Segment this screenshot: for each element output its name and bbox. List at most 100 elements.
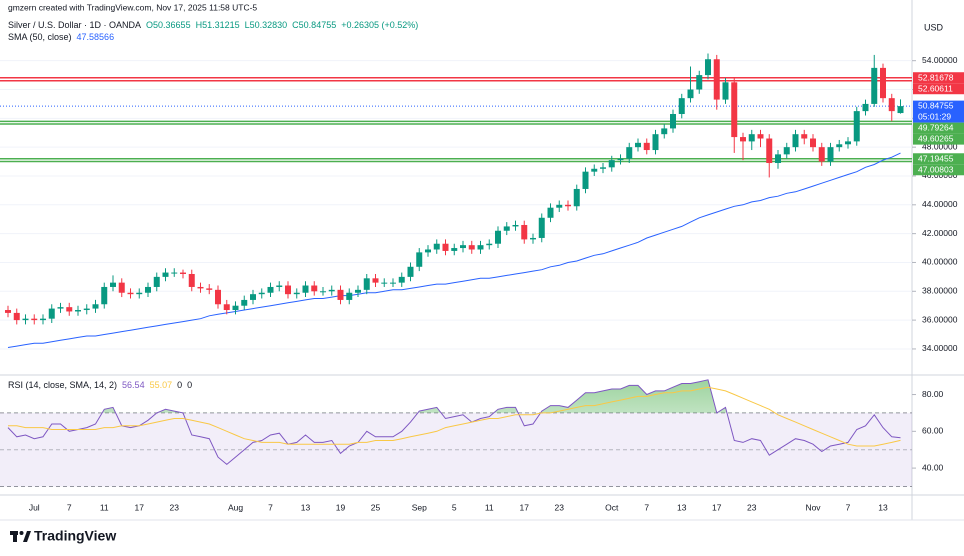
candle-body <box>293 292 300 295</box>
candle-body <box>836 144 843 148</box>
y-tick-label: 44.00000 <box>922 199 958 209</box>
candle-body <box>888 98 895 112</box>
candle-body <box>57 307 64 309</box>
candle-body <box>416 252 423 267</box>
candle-body <box>792 134 799 148</box>
candle-body <box>687 89 694 99</box>
candle-body <box>801 134 808 139</box>
x-tick-label: 7 <box>67 502 72 512</box>
candle-body <box>127 292 134 295</box>
candle-body <box>180 272 186 274</box>
candle-body <box>92 304 99 309</box>
rsi-y-tick-label: 40.00 <box>922 462 944 472</box>
candle-body <box>626 147 633 159</box>
candle-body <box>197 286 204 289</box>
rsi-y-tick-label: 60.00 <box>922 426 944 436</box>
plot-area <box>0 53 912 348</box>
candle-body <box>748 134 755 142</box>
candle-body <box>547 207 554 218</box>
candle-body <box>311 285 318 292</box>
candle-body <box>372 278 379 283</box>
x-tick-label: Oct <box>605 502 619 512</box>
x-tick-label: Jul <box>29 502 40 512</box>
candle-body <box>171 272 178 274</box>
candle-body <box>407 266 414 277</box>
x-tick-label: 13 <box>878 502 888 512</box>
y-tick-label: 34.00000 <box>922 343 958 353</box>
candle-body <box>775 154 781 164</box>
candle-body <box>652 134 659 151</box>
y-tick-label: 36.00000 <box>922 314 958 324</box>
rsi-name: RSI (14, close, SMA, 14, 2) <box>8 380 117 390</box>
candle-body <box>442 243 449 251</box>
candle-body <box>573 188 580 207</box>
price-tag-label: 50.84755 <box>918 101 954 111</box>
x-tick-label: 23 <box>555 502 565 512</box>
candle-body <box>48 308 55 319</box>
sma-line <box>7 152 901 348</box>
x-tick-label: 13 <box>677 502 687 512</box>
x-tick-label: Aug <box>228 502 243 512</box>
x-tick-label: Nov <box>805 502 821 512</box>
rsi-y-tick-label: 80.00 <box>922 389 944 399</box>
footer-brand: TradingView <box>34 528 116 544</box>
candle-body <box>83 308 90 311</box>
candle-body <box>320 291 326 293</box>
symbol: Silver / U.S. Dollar · 1D · OANDA <box>8 20 141 30</box>
candle-body <box>398 276 405 283</box>
candle-body <box>853 111 860 142</box>
rsi-value: 56.54 <box>122 380 145 390</box>
x-tick-label: 11 <box>485 502 494 512</box>
candle-body <box>818 147 825 162</box>
candle-body <box>766 138 773 164</box>
candle-body <box>880 67 886 99</box>
tradingview-logo <box>10 531 31 542</box>
legend: Silver / U.S. Dollar · 1D · OANDA O50.366… <box>8 20 418 30</box>
candle-body <box>862 103 869 112</box>
candle-body <box>433 243 440 250</box>
candle-body <box>705 59 711 76</box>
candle-body <box>328 289 335 292</box>
candle-body <box>355 289 361 293</box>
ohlc-value: L50.32830 <box>245 20 288 30</box>
candle-body <box>425 249 431 253</box>
candle-body <box>276 285 283 287</box>
x-tick-label: 7 <box>644 502 649 512</box>
candle-body <box>582 171 589 189</box>
candle-body <box>75 310 81 312</box>
candle-body <box>241 299 248 306</box>
candle-body <box>486 243 493 246</box>
candle-body <box>267 286 274 293</box>
ohlc-value: O50.36655 <box>146 20 191 30</box>
candle-body <box>530 237 536 240</box>
candle-body <box>827 147 834 162</box>
candle-body <box>608 160 615 168</box>
candle-body <box>591 168 598 172</box>
ohlc-value: H51.31215 <box>196 20 240 30</box>
candle-body <box>722 82 729 100</box>
candle-body <box>206 288 213 290</box>
y-tick-label: 40.00000 <box>922 257 958 267</box>
ohlc-value: +0.26305 (+0.52%) <box>341 20 418 30</box>
candle-body <box>101 286 108 305</box>
candle-body <box>757 134 764 139</box>
rsi-value: 55.07 <box>150 380 173 390</box>
candle-body <box>118 282 125 293</box>
candle-body <box>363 278 370 290</box>
candle-body <box>512 224 519 227</box>
candle-body <box>643 142 650 151</box>
candle-body <box>783 147 790 155</box>
candle-body <box>635 142 641 148</box>
candle-body <box>110 282 116 287</box>
x-tick-label: 25 <box>371 502 381 512</box>
candle-body <box>381 282 388 284</box>
y-tick-label: 42.00000 <box>922 228 958 238</box>
x-tick-label: 23 <box>170 502 180 512</box>
x-tick-label: 17 <box>135 502 145 512</box>
candle-body <box>22 318 29 321</box>
candle-body <box>565 204 571 207</box>
candle-body <box>713 59 720 100</box>
candle-body <box>136 292 143 295</box>
